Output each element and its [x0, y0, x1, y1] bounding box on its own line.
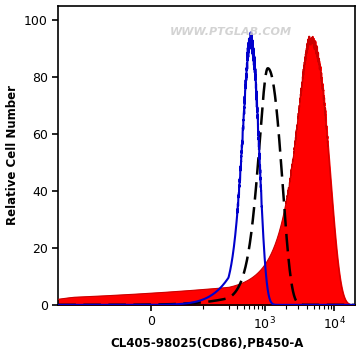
X-axis label: CL405-98025(CD86),PB450-A: CL405-98025(CD86),PB450-A: [110, 337, 304, 350]
Y-axis label: Relative Cell Number: Relative Cell Number: [5, 85, 18, 225]
Text: WWW.PTGLAB.COM: WWW.PTGLAB.COM: [170, 26, 292, 37]
